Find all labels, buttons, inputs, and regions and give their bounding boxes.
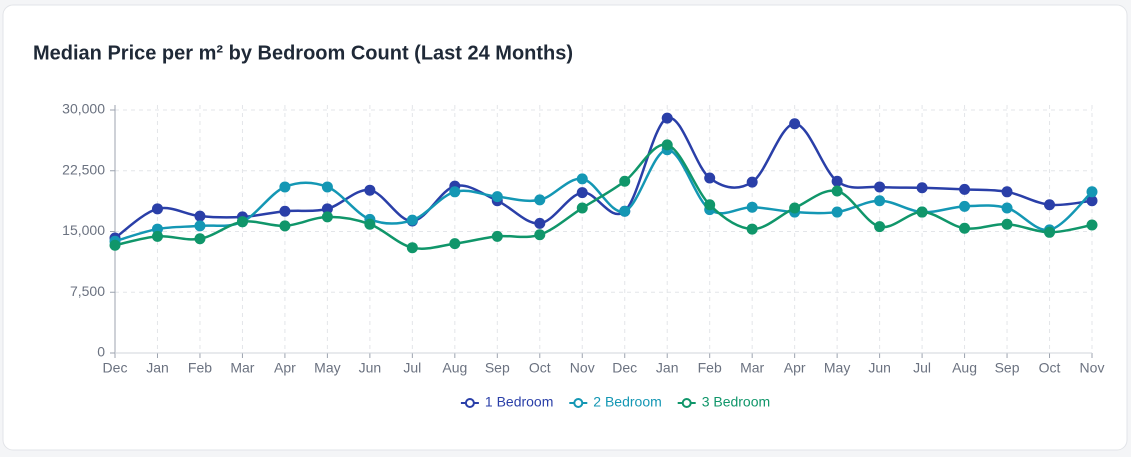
point (874, 181, 886, 193)
legend-label: 1 Bedroom (485, 394, 553, 410)
point (406, 214, 418, 226)
point (194, 220, 206, 232)
point (916, 182, 928, 194)
y-tick-label: 15,000 (62, 222, 105, 238)
x-tick-label: Dec (612, 360, 637, 376)
legend-label: 2 Bedroom (593, 394, 661, 410)
x-tick-label: Nov (1080, 360, 1105, 376)
chart-title: Median Price per m² by Bedroom Count (La… (33, 42, 573, 64)
y-tick-label: 22,500 (62, 161, 105, 177)
point (534, 194, 546, 206)
x-tick-label: Dec (103, 360, 128, 376)
point (746, 201, 758, 213)
point (661, 112, 673, 124)
point (1086, 219, 1098, 231)
point (194, 210, 206, 222)
point (874, 221, 886, 233)
point (704, 172, 716, 184)
point (874, 195, 886, 207)
x-tick-label: Nov (570, 360, 595, 376)
point (619, 205, 631, 217)
point (449, 186, 461, 198)
point (916, 206, 928, 218)
point (364, 184, 376, 196)
x-tick-label: Feb (188, 360, 212, 376)
card (2, 4, 1128, 451)
x-tick-label: Aug (952, 360, 977, 376)
point (321, 211, 333, 223)
point (1001, 218, 1013, 230)
point (959, 183, 971, 195)
x-tick-label: Apr (274, 360, 296, 376)
point (194, 233, 206, 245)
point (236, 216, 248, 228)
x-tick-label: Jun (359, 360, 382, 376)
x-tick-label: Sep (995, 360, 1020, 376)
point (279, 205, 291, 217)
point (1001, 186, 1013, 198)
y-tick-label: 0 (97, 344, 105, 360)
point (151, 230, 163, 242)
point (491, 191, 503, 203)
point (576, 173, 588, 185)
point (534, 217, 546, 229)
x-tick-label: Mar (740, 360, 764, 376)
legend-swatch (681, 398, 692, 408)
point (109, 239, 121, 251)
point (1001, 202, 1013, 214)
point (449, 238, 461, 250)
point (1086, 195, 1098, 207)
point (151, 203, 163, 215)
point (959, 222, 971, 234)
x-tick-label: Sep (485, 360, 510, 376)
x-tick-label: May (824, 360, 850, 376)
point (831, 175, 843, 187)
point (746, 176, 758, 188)
point (1086, 186, 1098, 198)
point (576, 187, 588, 199)
point (1044, 226, 1056, 238)
point (661, 139, 673, 151)
x-tick-label: Mar (230, 360, 254, 376)
x-tick-label: Jun (868, 360, 891, 376)
point (491, 230, 503, 242)
legend-label: 3 Bedroom (702, 394, 770, 410)
x-tick-label: Feb (698, 360, 722, 376)
x-tick-label: Jul (403, 360, 421, 376)
legend-swatch (464, 398, 475, 408)
point (321, 181, 333, 193)
point (789, 202, 801, 214)
x-tick-label: May (314, 360, 340, 376)
point (831, 185, 843, 197)
point (959, 200, 971, 212)
point (364, 218, 376, 230)
point (1044, 199, 1056, 211)
point (576, 202, 588, 214)
point (789, 118, 801, 130)
y-tick-label: 7,500 (70, 283, 105, 299)
x-tick-label: Jan (656, 360, 679, 376)
x-tick-label: Oct (1039, 360, 1061, 376)
point (534, 229, 546, 241)
point (321, 203, 333, 215)
x-tick-label: Aug (442, 360, 467, 376)
point (619, 175, 631, 187)
point (279, 220, 291, 232)
x-tick-label: Jan (146, 360, 169, 376)
x-tick-label: Apr (784, 360, 806, 376)
x-tick-label: Oct (529, 360, 551, 376)
point (831, 206, 843, 218)
point (279, 181, 291, 193)
legend-swatch (573, 398, 584, 408)
y-tick-label: 30,000 (62, 101, 105, 117)
x-tick-label: Jul (913, 360, 931, 376)
point (406, 242, 418, 254)
point (704, 199, 716, 211)
point (746, 223, 758, 235)
